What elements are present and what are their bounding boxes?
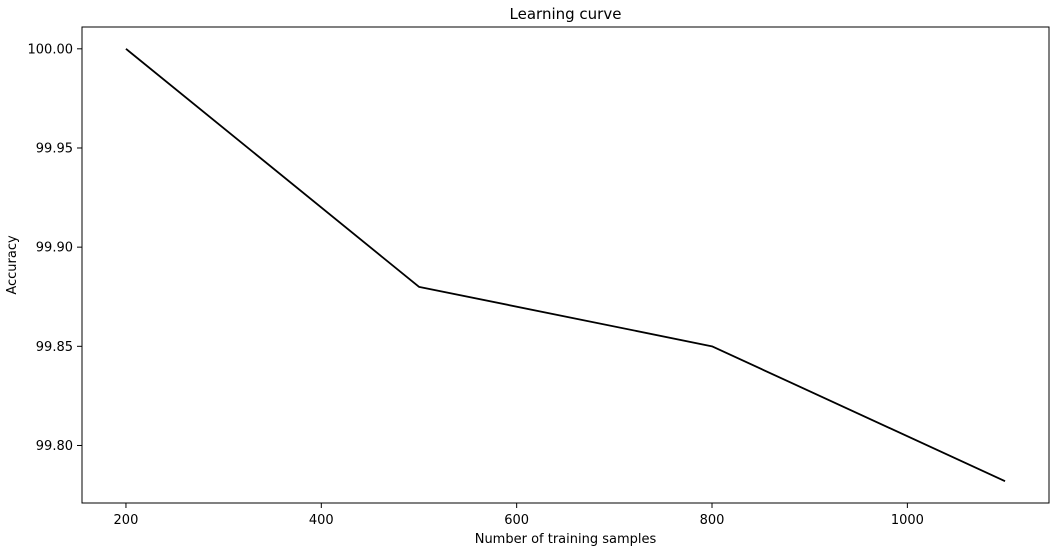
y-tick-label-2: 99.90 (36, 241, 73, 256)
series-line-0 (125, 48, 1006, 482)
x-tick-label-600: 600 (504, 513, 529, 528)
x-axis-title: Number of training samples (475, 532, 657, 547)
x-tick-label-400: 400 (309, 513, 334, 528)
y-tick-label-1: 99.85 (36, 340, 73, 355)
plot-area (125, 48, 1006, 482)
y-tick-label-3: 99.95 (36, 141, 73, 156)
x-tick-label-800: 800 (700, 513, 725, 528)
y-tick-label-0: 99.80 (36, 439, 73, 454)
axes: 200 400 600 800 1000 99.80 99.85 99.90 99.95 100.… (28, 26, 1050, 528)
chart-title: Learning curve (510, 5, 622, 23)
x-tick-label-200: 200 (114, 513, 139, 528)
x-tick-label-1000: 1000 (891, 513, 924, 528)
y-tick-label-4: 100.00 (28, 42, 74, 57)
y-axis-title: Accuracy (5, 235, 20, 295)
plot-frame (81, 26, 1050, 504)
